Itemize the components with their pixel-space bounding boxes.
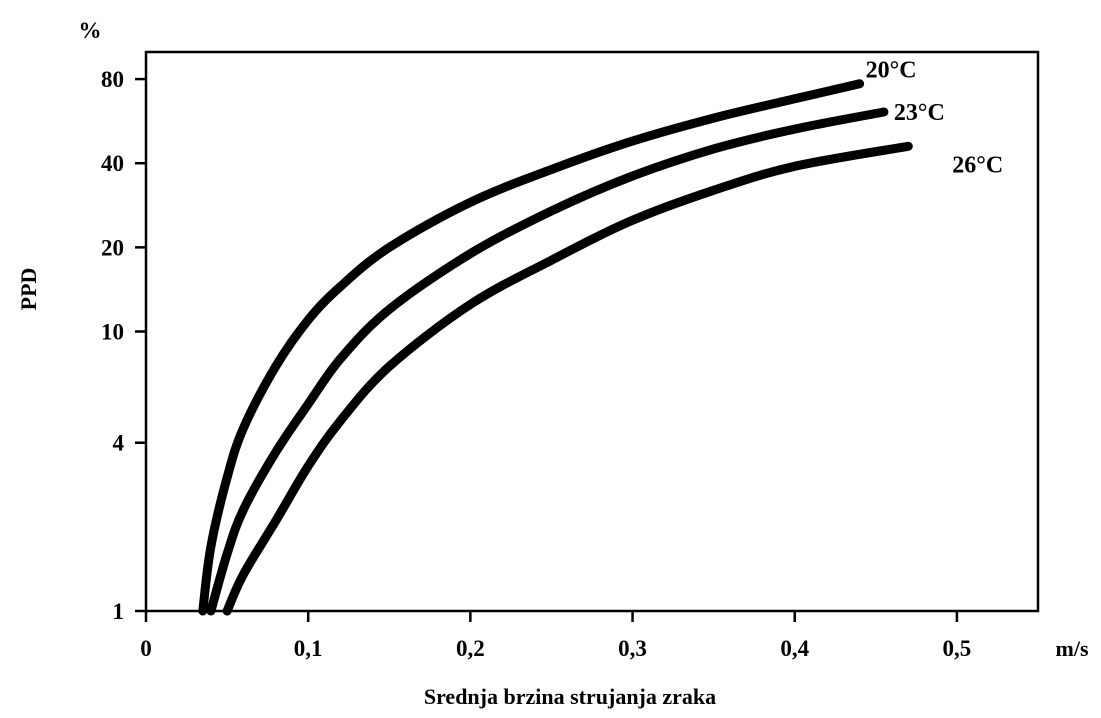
x-unit-label: m/s xyxy=(1056,636,1089,661)
y-tick-label: 4 xyxy=(113,431,125,456)
series-label-23c: 23°C xyxy=(894,100,945,126)
y-axis-title: PPD xyxy=(16,268,41,311)
x-tick-label: 0 xyxy=(140,636,152,661)
x-axis-title: Srednja brzina strujanja zraka xyxy=(424,684,716,709)
series-label-26c: 26°C xyxy=(952,152,1003,178)
series-line-26c xyxy=(222,141,913,616)
y-tick-label: 40 xyxy=(101,151,124,176)
x-tick-label: 0,3 xyxy=(618,636,647,661)
series-line-20c xyxy=(198,79,865,616)
y-unit-label: % xyxy=(79,18,102,43)
x-tick-label: 0,1 xyxy=(294,636,323,661)
y-tick-label: 80 xyxy=(101,67,124,92)
series-label-20c: 20°C xyxy=(866,58,917,84)
y-tick-label: 1 xyxy=(113,599,125,624)
series-line-23c xyxy=(206,107,889,616)
x-tick-label: 0,4 xyxy=(780,636,809,661)
x-tick-label: 0,5 xyxy=(943,636,972,661)
y-tick-label: 20 xyxy=(101,235,124,260)
y-tick-label: 10 xyxy=(101,320,124,345)
x-tick-label: 0,2 xyxy=(456,636,485,661)
plot-frame xyxy=(144,50,1040,613)
